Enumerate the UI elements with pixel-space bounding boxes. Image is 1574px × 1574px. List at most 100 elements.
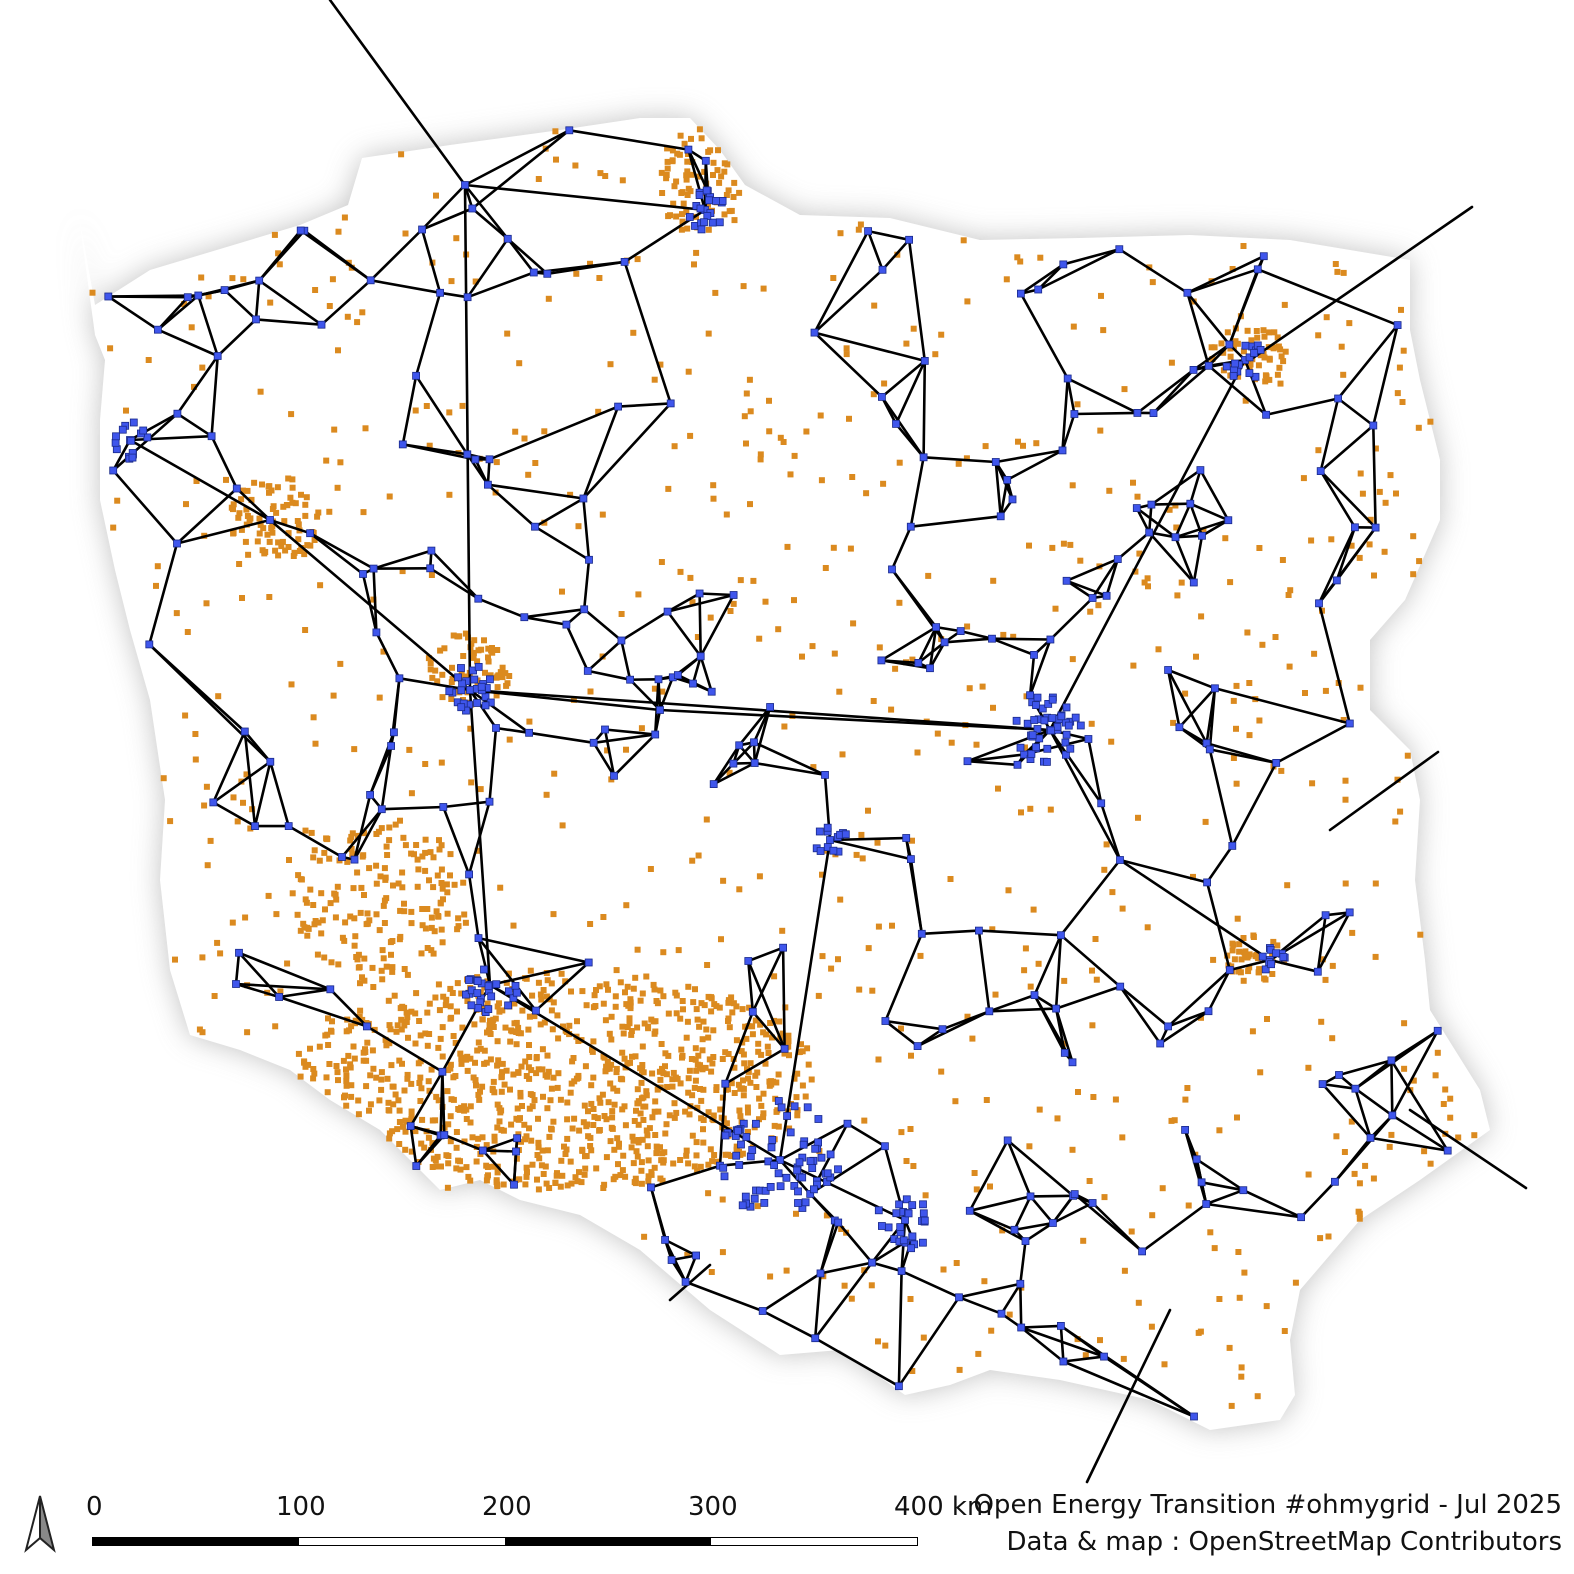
transmission-line [527,731,596,745]
power-plant-marker [687,432,694,439]
substation-marker [1016,743,1025,752]
power-plant-marker [1292,1279,1299,1286]
power-plant-marker [652,1098,659,1105]
transmission-line [761,1309,817,1340]
power-plant-marker [526,1125,532,1132]
transmission-line [616,402,673,408]
power-plant-marker [843,351,850,358]
power-plant-marker [1101,866,1108,873]
substation-marker [667,1256,676,1264]
power-plant-marker [272,1023,279,1030]
power-plant-marker [619,1167,626,1174]
substation-marker [817,1153,826,1162]
power-plant-marker [333,896,340,903]
power-plant-marker [1227,345,1234,352]
power-plant-marker [485,645,492,652]
substation-marker [457,703,466,712]
power-plant-marker [703,1026,710,1033]
power-plant-marker [430,884,437,891]
power-plant-marker [310,1075,317,1082]
power-plant-marker [1302,690,1308,696]
substation-marker [512,1147,520,1156]
power-plant-marker [547,1097,554,1104]
power-plant-marker [278,543,285,550]
substation-marker [129,418,138,427]
transmission-line [819,1221,840,1275]
substation-marker [689,679,697,688]
power-plant-marker [349,851,356,858]
power-plant-marker [1236,941,1243,948]
power-plant-marker [434,678,441,685]
substation-marker [1211,684,1219,693]
power-plant-marker [661,1149,668,1156]
power-plant-marker [696,126,703,133]
power-plant-marker [1357,684,1364,691]
power-plant-marker [352,1017,359,1024]
power-plant-marker [335,228,342,235]
power-plant-marker [499,664,506,671]
power-plant-marker [402,842,409,849]
transmission-line [698,592,735,597]
power-plant-marker [438,759,445,766]
substation-marker [296,226,305,235]
transmission-line [1061,412,1076,452]
power-plant-marker [236,510,243,517]
power-plant-marker [494,1003,501,1010]
power-plant-marker [559,822,566,829]
power-plant-marker [439,885,446,892]
power-plant-marker [540,1171,547,1177]
power-plant-marker [343,1066,349,1073]
power-plant-marker [433,192,439,199]
power-plant-marker [347,837,354,844]
power-plant-marker [355,1097,362,1104]
power-plant-marker [433,1163,440,1170]
substation-marker [1256,345,1265,354]
power-plant-marker [685,151,691,157]
transmission-line [488,961,591,987]
transmission-line [565,623,590,673]
power-plant-marker [523,975,530,982]
transmission-line [916,1009,991,1048]
transmission-line [1207,364,1268,417]
transmission-line [1062,1355,1106,1363]
power-plant-marker [215,693,222,700]
power-plant-marker [678,1046,685,1053]
power-plant-marker [503,1067,510,1074]
transmission-line [943,637,994,644]
power-plant-marker [651,1030,658,1037]
power-plant-marker [1447,1114,1454,1121]
power-plant-marker [909,656,916,663]
power-plant-marker [865,945,872,952]
substation-marker [663,607,672,616]
power-plant-marker [550,911,557,918]
power-plant-marker [628,1031,635,1038]
power-plant-marker [693,1006,700,1013]
transmission-line [1118,858,1209,884]
power-plant-marker [302,1063,309,1070]
power-plant-marker [838,1226,845,1232]
power-plant-marker [803,428,810,435]
power-plant-marker [419,853,426,860]
power-plant-marker [1447,1095,1454,1102]
power-plant-marker [863,490,870,497]
transmission-line [287,824,344,859]
substation-marker [529,268,538,277]
power-plant-marker [172,956,178,963]
power-plant-marker [472,1059,478,1066]
substation-marker [406,1122,415,1130]
power-plant-marker [700,1018,707,1025]
power-plant-marker [294,518,301,524]
power-plant-marker [341,937,348,944]
substation-marker [232,484,241,493]
power-plant-marker [154,563,161,570]
power-plant-marker [1393,490,1399,497]
power-plant-marker [437,1035,444,1042]
power-plant-marker [662,1050,669,1057]
power-plant-marker [903,1158,910,1164]
power-plant-marker [664,158,671,165]
power-plant-marker [265,483,272,490]
power-plant-marker [743,1035,750,1042]
power-plant-marker [1260,351,1267,357]
substation-marker [1351,1084,1360,1093]
transmission-line [592,733,657,745]
